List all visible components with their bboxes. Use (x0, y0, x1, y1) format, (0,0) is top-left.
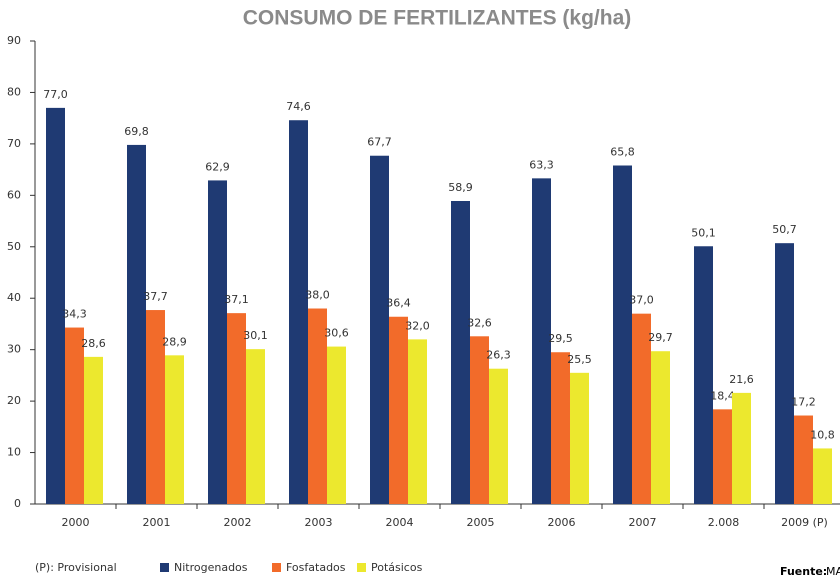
data-label: 67,7 (367, 136, 392, 149)
data-label: 21,6 (729, 373, 754, 386)
bar (246, 349, 265, 504)
y-tick-label: 70 (7, 137, 21, 150)
bar (227, 313, 246, 504)
legend-swatch (160, 563, 169, 572)
bar (408, 339, 427, 504)
data-label: 32,0 (405, 319, 430, 332)
data-label: 28,6 (81, 337, 106, 350)
data-label: 28,9 (162, 335, 187, 348)
bar (713, 409, 732, 504)
x-tick-label: 2006 (548, 516, 576, 529)
bar (46, 107, 65, 504)
data-label: 74,6 (286, 100, 311, 113)
source: MARM (826, 565, 840, 578)
bar (632, 313, 651, 504)
bar (551, 352, 570, 504)
bar (470, 336, 489, 504)
legend-label: Fosfatados (286, 561, 346, 574)
data-label: 32,6 (467, 316, 492, 329)
data-label: 29,7 (648, 331, 673, 344)
bar (451, 200, 470, 504)
data-label: 18,4 (710, 389, 735, 402)
data-label: 50,1 (691, 226, 716, 239)
bar (165, 355, 184, 504)
bar (208, 180, 227, 505)
x-tick-label: 2007 (629, 516, 657, 529)
data-label: 37,0 (629, 294, 654, 307)
bar (694, 246, 713, 504)
bar (289, 120, 308, 505)
bar (813, 448, 832, 504)
data-label: 37,1 (224, 293, 249, 306)
bar (775, 243, 794, 504)
data-label: 36,4 (386, 297, 411, 310)
data-label: 34,3 (62, 308, 87, 321)
legend-swatch (272, 563, 281, 572)
data-label: 58,9 (448, 181, 473, 194)
footnote: (P): Provisional (35, 561, 117, 574)
data-label: 38,0 (305, 289, 330, 302)
bar (389, 316, 408, 504)
x-tick-label: 2009 (P) (781, 516, 828, 529)
legend-swatch (357, 563, 366, 572)
bar (489, 368, 508, 504)
y-tick-label: 40 (7, 291, 21, 304)
bar (794, 415, 813, 504)
x-tick-label: 2005 (467, 516, 495, 529)
data-label: 50,7 (772, 223, 797, 236)
x-tick-label: 2.008 (708, 516, 740, 529)
y-tick-label: 30 (7, 343, 21, 356)
bar (370, 155, 389, 504)
data-label: 69,8 (124, 125, 149, 138)
bar (651, 351, 670, 504)
y-tick-label: 50 (7, 240, 21, 253)
data-label: 62,9 (205, 160, 230, 173)
y-tick-label: 80 (7, 85, 21, 98)
data-label: 26,3 (486, 349, 511, 362)
source-label: Fuente: (780, 565, 827, 578)
bar (146, 310, 165, 504)
data-label: 30,6 (324, 327, 349, 340)
data-label: 10,8 (810, 428, 835, 441)
bar (732, 392, 751, 504)
bar (65, 327, 84, 504)
x-tick-label: 2003 (305, 516, 333, 529)
data-label: 25,5 (567, 353, 592, 366)
data-label: 29,5 (548, 332, 573, 345)
bar (327, 346, 346, 504)
x-tick-label: 2001 (143, 516, 171, 529)
legend-label: Potásicos (371, 561, 423, 574)
data-label: 77,0 (43, 88, 68, 101)
y-tick-label: 20 (7, 394, 21, 407)
data-label: 30,1 (243, 329, 268, 342)
y-tick-label: 10 (7, 446, 21, 459)
legend-label: Nitrogenados (174, 561, 248, 574)
bar (84, 356, 103, 504)
x-tick-label: 2000 (62, 516, 90, 529)
data-label: 65,8 (610, 145, 635, 158)
bar (570, 372, 589, 504)
chart-title: CONSUMO DE FERTILIZANTES (kg/ha) (243, 7, 632, 30)
y-tick-label: 60 (7, 188, 21, 201)
data-label: 17,2 (791, 396, 816, 409)
x-tick-label: 2004 (386, 516, 414, 529)
y-tick-label: 90 (7, 34, 21, 47)
data-label: 63,3 (529, 158, 554, 171)
y-tick-label: 0 (14, 497, 21, 510)
data-label: 37,7 (143, 290, 168, 303)
bar (532, 178, 551, 504)
x-tick-label: 2002 (224, 516, 252, 529)
bar (127, 144, 146, 504)
bar (308, 308, 327, 504)
bar (613, 165, 632, 505)
